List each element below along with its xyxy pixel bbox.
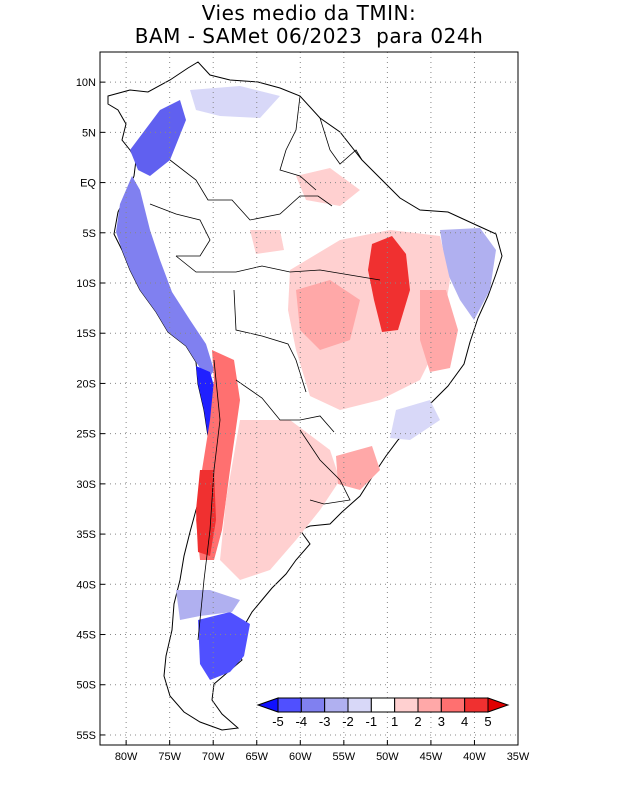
lat-label: 10S bbox=[76, 278, 96, 290]
title-line-2: BAM - SAMet 06/2023 para 024h bbox=[134, 24, 484, 48]
map-frame bbox=[99, 51, 519, 746]
central-brazil-warm-bias bbox=[288, 230, 450, 410]
longitude-labels: 80W 75W 70W 65W 60W 55W 50W 45W 40W 35W bbox=[115, 740, 530, 763]
colorbar-box bbox=[394, 697, 419, 713]
lat-label: 45S bbox=[76, 630, 96, 642]
lat-label: 20S bbox=[76, 378, 96, 390]
lat-label: 40S bbox=[76, 579, 96, 591]
colorbar-right-arrow bbox=[487, 697, 510, 713]
country-borders bbox=[149, 95, 381, 641]
andes-west-coast-cold-bias bbox=[116, 176, 214, 380]
colorbar-label: -2 bbox=[342, 714, 354, 729]
colorbar: -5 -4 -3 -2 -1 1 2 3 4 5 bbox=[256, 697, 510, 729]
lon-label: 60W bbox=[289, 751, 312, 763]
lat-label: 55S bbox=[76, 730, 96, 742]
colorbar-label: -5 bbox=[272, 714, 284, 729]
lat-label: 50S bbox=[76, 680, 96, 692]
colorbar-label: -3 bbox=[319, 714, 331, 729]
lon-label: 40W bbox=[463, 751, 486, 763]
argentina-light-warm-bias bbox=[220, 420, 340, 580]
amazon-spot-warm-bias bbox=[250, 230, 284, 254]
lon-label: 55W bbox=[333, 751, 356, 763]
colombia-cold-bias bbox=[130, 100, 186, 176]
amazon-light-warm-bias bbox=[296, 168, 360, 206]
lon-label: 45W bbox=[420, 751, 443, 763]
colorbar-label: 2 bbox=[414, 714, 421, 729]
colorbar-box bbox=[324, 697, 349, 713]
map-title: Vies medio da TMIN: BAM - SAMet 06/2023 … bbox=[0, 2, 618, 48]
lon-label: 65W bbox=[245, 751, 268, 763]
lon-label: 80W bbox=[115, 751, 138, 763]
colorbar-label: -1 bbox=[366, 714, 378, 729]
southeast-light-cold-bias bbox=[390, 400, 440, 440]
lat-label: 15S bbox=[76, 328, 96, 340]
colorbar-box bbox=[347, 697, 372, 713]
northeast-cold-bias bbox=[440, 228, 496, 320]
colorbar-box bbox=[417, 697, 442, 713]
patagonia-light-cold-bias bbox=[176, 590, 240, 620]
bahia-warm-bias bbox=[420, 290, 458, 372]
lat-label: 10N bbox=[76, 77, 96, 89]
lon-label: 50W bbox=[376, 751, 399, 763]
lat-label: 5N bbox=[82, 127, 96, 139]
tocantins-strong-warm-bias bbox=[368, 236, 410, 332]
patagonia-cold-bias bbox=[198, 612, 250, 680]
colorbar-box bbox=[370, 697, 396, 713]
colorbar-label: 5 bbox=[484, 714, 491, 729]
negative-bias-areas bbox=[116, 86, 496, 680]
positive-bias-areas bbox=[196, 168, 458, 580]
latitude-labels: 10N 5N EQ 5S 10S 15S 20S 25S 30S 35S 40S 45S 50S 55S bbox=[76, 77, 105, 742]
lat-label: 5S bbox=[83, 228, 96, 240]
lat-label: 30S bbox=[76, 479, 96, 491]
colorbar-box bbox=[300, 697, 326, 713]
lon-label: 75W bbox=[158, 751, 181, 763]
colorbar-label: -4 bbox=[296, 714, 308, 729]
colorbar-box bbox=[464, 697, 489, 713]
lon-label: 35W bbox=[507, 751, 530, 763]
colorbar-label: 4 bbox=[461, 714, 468, 729]
lat-label: 35S bbox=[76, 529, 96, 541]
title-line-1: Vies medio da TMIN: bbox=[201, 1, 417, 25]
colorbar-label: 1 bbox=[391, 714, 398, 729]
south-brazil-warm-bias bbox=[336, 446, 380, 490]
south-america-land bbox=[107, 61, 503, 731]
colorbar-label: 3 bbox=[438, 714, 445, 729]
colorbar-box bbox=[277, 697, 302, 713]
lon-label: 70W bbox=[202, 751, 225, 763]
colorbar-box bbox=[440, 697, 466, 713]
lat-label: 25S bbox=[76, 429, 96, 441]
lat-label: EQ bbox=[80, 178, 96, 190]
venezuela-light-cold-bias bbox=[190, 86, 280, 118]
